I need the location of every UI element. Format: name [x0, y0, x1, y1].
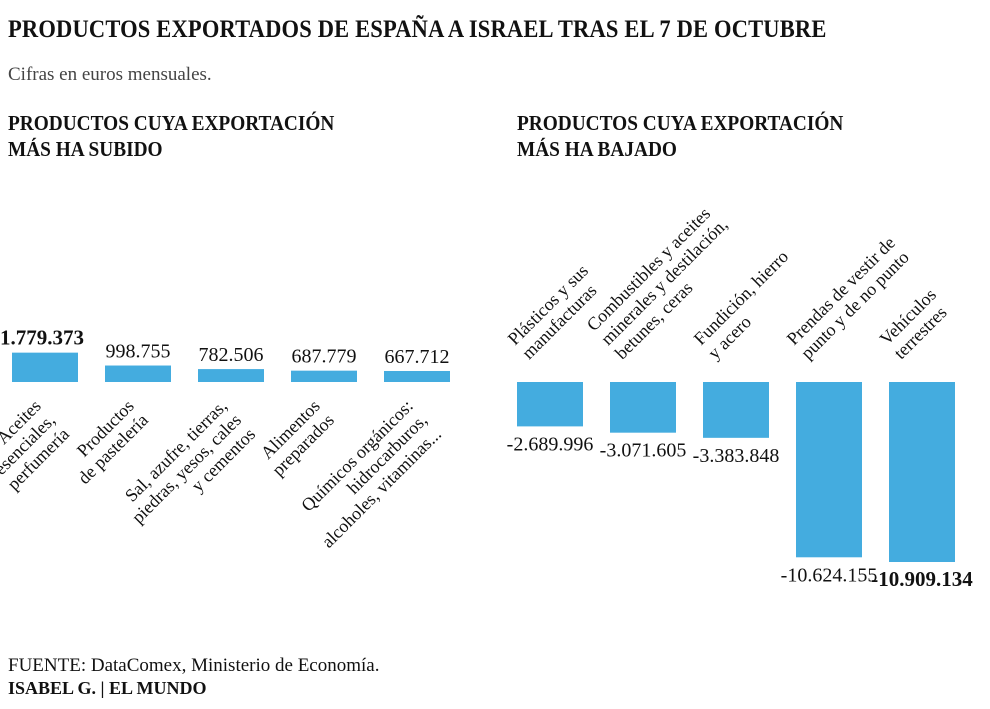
left-value-label-1: 1.779.373 — [0, 326, 84, 350]
right-value-label-3: -3.383.848 — [693, 445, 780, 467]
right-value-label-5: -10.909.134 — [871, 567, 973, 591]
right-value-label-4: -10.624.155 — [781, 564, 878, 586]
left-panel-heading-line-1: PRODUCTOS CUYA EXPORTACIÓN — [8, 111, 335, 135]
left-bar-3 — [198, 369, 264, 382]
left-value-label-5: 667.712 — [385, 346, 450, 368]
right-value-label-1: -2.689.996 — [507, 433, 594, 455]
left-bar-1 — [12, 352, 78, 382]
left-value-label-2: 998.755 — [106, 341, 171, 363]
right-value-label-2: -3.071.605 — [600, 440, 687, 462]
chart-title: PRODUCTOS EXPORTADOS DE ESPAÑA A ISRAEL … — [8, 16, 827, 43]
left-panel-heading: PRODUCTOS CUYA EXPORTACIÓN MÁS HA SUBIDO — [8, 110, 394, 162]
chart-subtitle: Cifras en euros mensuales. — [8, 64, 212, 85]
left-value-label-3: 782.506 — [199, 344, 264, 366]
source-note: FUENTE: DataComex, Ministerio de Economí… — [8, 655, 380, 676]
left-bar-4 — [291, 370, 357, 382]
author-credit: ISABEL G. | EL MUNDO — [8, 678, 207, 698]
right-category-label-3: Fundición, hierroy acero — [690, 246, 807, 363]
left-category-label-4: Alimentospreparados — [254, 396, 338, 480]
left-bar-5 — [384, 370, 450, 382]
left-value-label-4: 687.779 — [292, 346, 357, 368]
right-bar-3 — [703, 382, 769, 438]
right-bar-5 — [889, 382, 955, 562]
left-panel-heading-line-2: MÁS HA SUBIDO — [8, 137, 163, 161]
right-bar-2 — [610, 382, 676, 433]
right-panel-heading-line-1: PRODUCTOS CUYA EXPORTACIÓN — [517, 111, 844, 135]
right-panel-heading: PRODUCTOS CUYA EXPORTACIÓN MÁS HA BAJADO — [517, 110, 903, 162]
right-bar-4 — [796, 382, 862, 558]
right-bar-1 — [517, 382, 583, 427]
left-bar-2 — [105, 365, 171, 382]
left-category-label-1: Aceitesesenciales,perfumería — [0, 396, 73, 494]
right-panel-heading-line-2: MÁS HA BAJADO — [517, 137, 677, 161]
right-category-label-5: Vehículosterrestres — [876, 284, 954, 362]
